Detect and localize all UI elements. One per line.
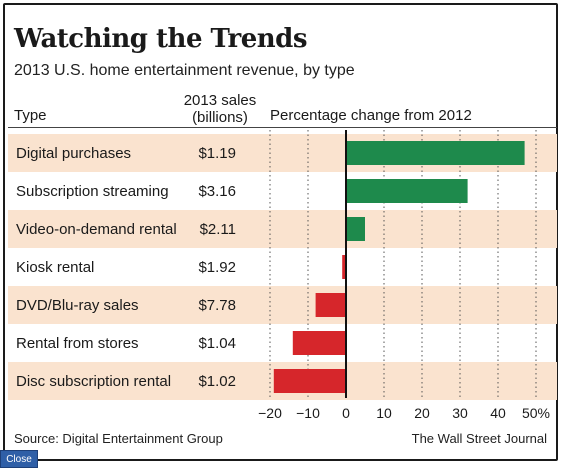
category-label: Disc subscription rental bbox=[16, 373, 171, 390]
bar bbox=[346, 179, 468, 203]
sales-value: $7.78 bbox=[198, 297, 236, 314]
sales-column-header: 2013 sales (billions) bbox=[180, 92, 260, 126]
category-label: Video-on-demand rental bbox=[16, 221, 177, 238]
bar bbox=[346, 141, 525, 165]
category-label: Rental from stores bbox=[16, 335, 139, 352]
type-column-header: Type bbox=[14, 107, 47, 124]
category-label: Kiosk rental bbox=[16, 259, 94, 276]
x-tick-label: −10 bbox=[296, 405, 320, 421]
close-button[interactable]: Close bbox=[0, 450, 38, 468]
chart-title: Watching the Trends bbox=[14, 24, 307, 54]
x-tick-label: 40 bbox=[490, 405, 506, 421]
x-tick-label: 20 bbox=[414, 405, 430, 421]
sales-value: $1.02 bbox=[198, 373, 236, 390]
row-stripe bbox=[8, 286, 557, 324]
row-stripes bbox=[8, 134, 557, 400]
row-stripe bbox=[8, 210, 557, 248]
category-label: Subscription streaming bbox=[16, 183, 169, 200]
sales-header-line1: 2013 sales bbox=[183, 92, 257, 109]
sales-value: $1.04 bbox=[198, 335, 236, 352]
bar bbox=[273, 369, 346, 393]
category-label: DVD/Blu-ray sales bbox=[16, 297, 139, 314]
row-labels: Digital purchases $1.19 Subscription strea… bbox=[16, 145, 236, 390]
x-tick-labels: −20 −10 0 10 20 30 40 50% bbox=[258, 405, 550, 421]
change-column-header: Percentage change from 2012 bbox=[270, 107, 472, 124]
chart-subtitle: 2013 U.S. home entertainment revenue, by… bbox=[14, 62, 355, 79]
x-tick-label: 10 bbox=[376, 405, 392, 421]
sales-value: $1.92 bbox=[198, 259, 236, 276]
bar bbox=[342, 255, 346, 279]
x-tick-label: 30 bbox=[452, 405, 468, 421]
x-tick-label: 50% bbox=[522, 405, 550, 421]
sales-value: $1.19 bbox=[198, 145, 236, 162]
bar bbox=[315, 293, 346, 317]
bar bbox=[346, 217, 365, 241]
source-note: Source: Digital Entertainment Group bbox=[14, 431, 223, 446]
bar bbox=[292, 331, 346, 355]
bars bbox=[273, 141, 525, 393]
header-divider bbox=[8, 127, 557, 128]
publisher-credit: The Wall Street Journal bbox=[411, 431, 547, 446]
sales-value: $2.11 bbox=[200, 221, 236, 238]
sales-header-line2: (billions) bbox=[192, 109, 248, 126]
sales-value: $3.16 bbox=[198, 183, 236, 200]
x-tick-label: 0 bbox=[342, 405, 350, 421]
category-label: Digital purchases bbox=[16, 145, 131, 162]
x-tick-label: −20 bbox=[258, 405, 282, 421]
